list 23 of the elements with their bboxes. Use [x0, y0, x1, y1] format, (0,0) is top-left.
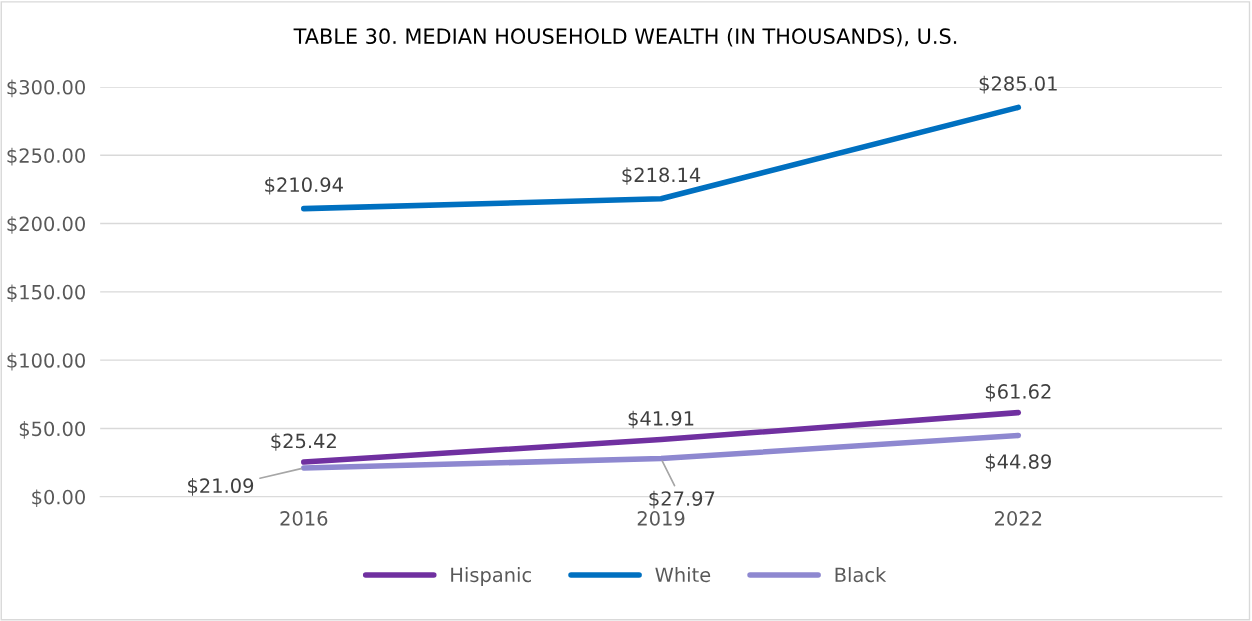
- legend-label: Hispanic: [451, 567, 531, 586]
- data-label: $21.09: [188, 478, 254, 496]
- y-tick-label: $150.00: [7, 284, 85, 303]
- legend-label: Black: [835, 567, 887, 583]
- y-tick-label: $0.00: [32, 489, 85, 508]
- data-label: $25.42: [271, 433, 336, 451]
- y-tick-label: $250.00: [7, 147, 85, 166]
- data-label: $27.97: [649, 490, 715, 509]
- y-tick-label: $300.00: [7, 79, 85, 98]
- data-label: $61.62: [985, 383, 1051, 402]
- data-label: $41.91: [628, 410, 694, 429]
- data-label: $210.94: [265, 176, 343, 195]
- data-label: $218.14: [622, 167, 701, 185]
- data-label: $285.01: [979, 75, 1057, 94]
- y-tick-label: $50.00: [19, 421, 85, 439]
- y-tick-label: $200.00: [7, 216, 85, 234]
- legend-label: White: [655, 567, 711, 583]
- chart-title: TABLE 30. MEDIAN HOUSEHOLD WEALTH (IN THOUSANDS), U.S.: [293, 27, 957, 47]
- y-tick-label: $100.00: [7, 352, 85, 371]
- data-label: $44.89: [985, 453, 1051, 472]
- x-tick-label: 2016: [280, 511, 328, 526]
- x-tick-label: 2022: [995, 511, 1042, 526]
- x-tick-label: 2019: [637, 511, 685, 526]
